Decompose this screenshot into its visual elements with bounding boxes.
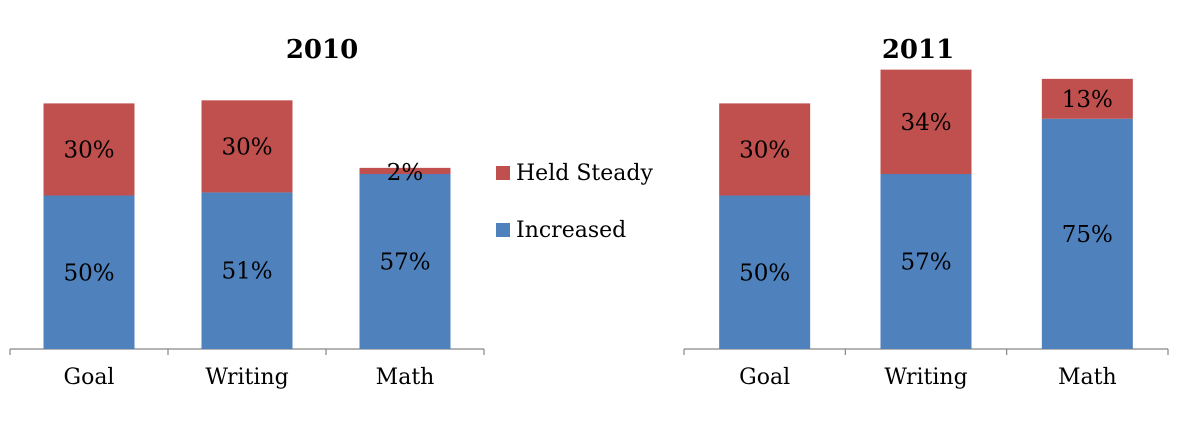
bar-increased-goal <box>43 195 135 349</box>
legend-label: Held Steady <box>516 161 653 186</box>
category-label: Goal <box>739 365 790 390</box>
legend-swatch <box>496 166 510 180</box>
data-label: 30% <box>63 137 114 163</box>
category-label: Writing <box>205 365 288 390</box>
bar-held-steady-writing <box>201 100 293 193</box>
data-label: 50% <box>739 260 790 286</box>
category-label: Goal <box>64 365 115 390</box>
chart-2010: 2010 50% 30% Goal 51% 30% Writing 57% 2% Math <box>9 35 485 390</box>
data-label: 50% <box>63 260 114 286</box>
bar-increased-math <box>359 174 451 349</box>
data-label: 57% <box>900 250 951 276</box>
legend-label: Increased <box>516 218 626 243</box>
bar-held-steady-goal <box>719 103 811 196</box>
bar-increased-writing <box>880 174 972 349</box>
bar-increased-math <box>1041 118 1133 349</box>
data-label: 30% <box>221 134 272 160</box>
data-label: 75% <box>1062 222 1113 248</box>
bar-increased-goal <box>719 195 811 349</box>
chart-2011: 2011 50% 30% Goal 57% 34% Writing 75% 13% Math <box>683 35 1169 390</box>
legend: Held Steady Increased <box>496 161 653 243</box>
data-label: 30% <box>739 137 790 163</box>
data-label: 13% <box>1062 87 1113 113</box>
chart-title-2010: 2010 <box>286 35 358 65</box>
category-label: Writing <box>884 365 967 390</box>
legend-swatch <box>496 223 510 237</box>
data-label: 57% <box>379 250 430 276</box>
data-label: 2% <box>387 160 424 186</box>
category-label: Math <box>1058 365 1117 390</box>
bar-held-steady-goal <box>43 103 135 196</box>
chart-title-2011: 2011 <box>882 35 954 65</box>
bar-increased-writing <box>201 192 293 349</box>
bar-held-steady-writing <box>880 69 972 175</box>
data-label: 51% <box>221 259 272 285</box>
bar-held-steady-math <box>359 167 451 175</box>
category-label: Math <box>376 365 435 390</box>
bar-held-steady-math <box>1041 78 1133 119</box>
data-label: 34% <box>900 110 951 136</box>
